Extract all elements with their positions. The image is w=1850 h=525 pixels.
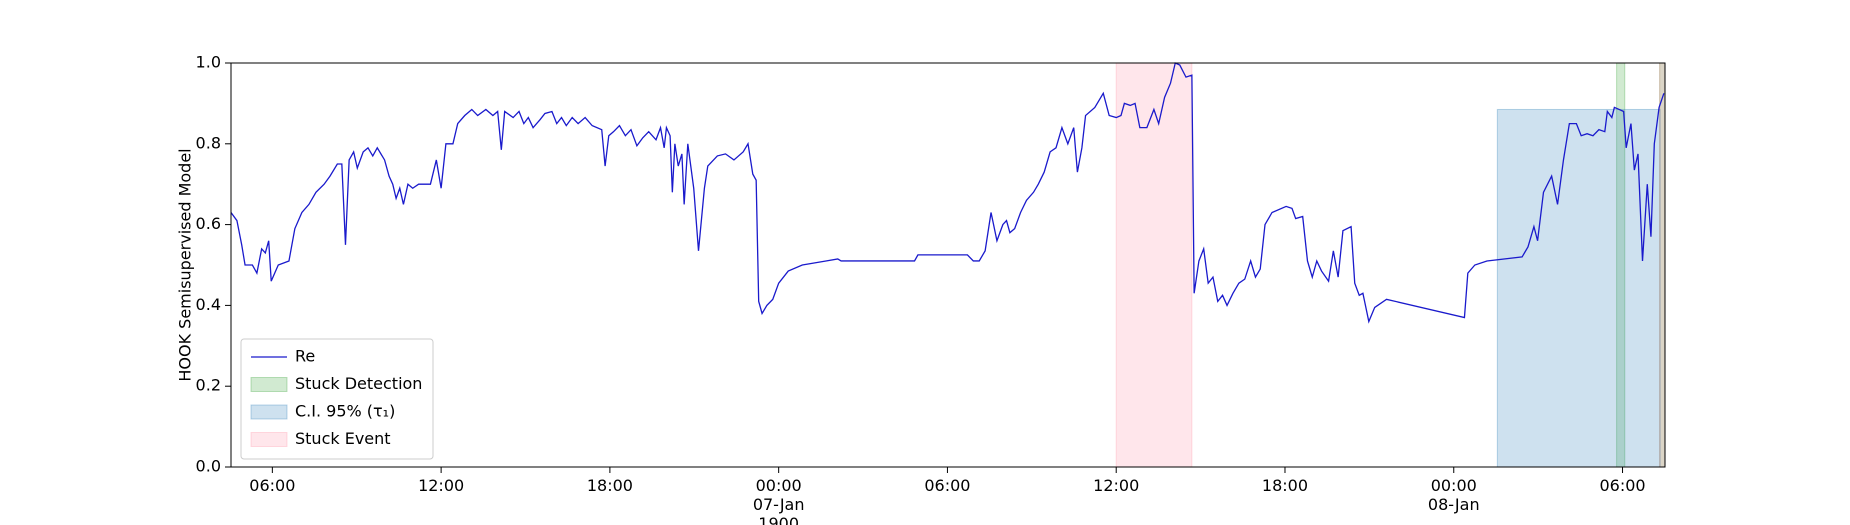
x-tick-label: 07-Jan (753, 495, 805, 514)
y-tick-label: 0.0 (196, 457, 221, 476)
legend-swatch (250, 432, 288, 447)
legend-swatch (250, 377, 288, 392)
x-tick-label: 06:00 (249, 476, 295, 495)
span-region (1496, 108, 1661, 468)
legend-label: Stuck Event (295, 429, 391, 448)
x-tick-label: 12:00 (1093, 476, 1139, 495)
legend-label: C.I. 95% (τ₁) (295, 402, 395, 421)
x-tick-label: 18:00 (587, 476, 633, 495)
y-tick-label: 1.0 (196, 53, 221, 72)
y-tick-label: 0.6 (196, 214, 221, 233)
x-tick-label: 00:00 (756, 476, 802, 495)
legend-label: Stuck Detection (295, 374, 422, 393)
y-axis-label: HOOK Semisupervised Model (176, 148, 195, 381)
x-tick-label: 06:00 (924, 476, 970, 495)
y-tick-label: 0.2 (196, 376, 221, 395)
x-tick-label: 18:00 (1262, 476, 1308, 495)
legend-label: Re (295, 347, 315, 366)
x-tick-label: 06:00 (1599, 476, 1645, 495)
x-tick-label: 12:00 (418, 476, 464, 495)
y-tick-label: 0.4 (196, 295, 221, 314)
data-line (230, 62, 1665, 324)
legend-swatch (250, 404, 288, 420)
plot-frame (230, 62, 1666, 468)
y-tick-label: 0.8 (196, 133, 221, 152)
x-tick-label: 1900 (758, 514, 799, 525)
span-region (1115, 62, 1193, 468)
x-tick-label: 08-Jan (1428, 495, 1480, 514)
legend-box (240, 338, 434, 460)
x-tick-label: 00:00 (1431, 476, 1477, 495)
span-region (1659, 62, 1666, 468)
